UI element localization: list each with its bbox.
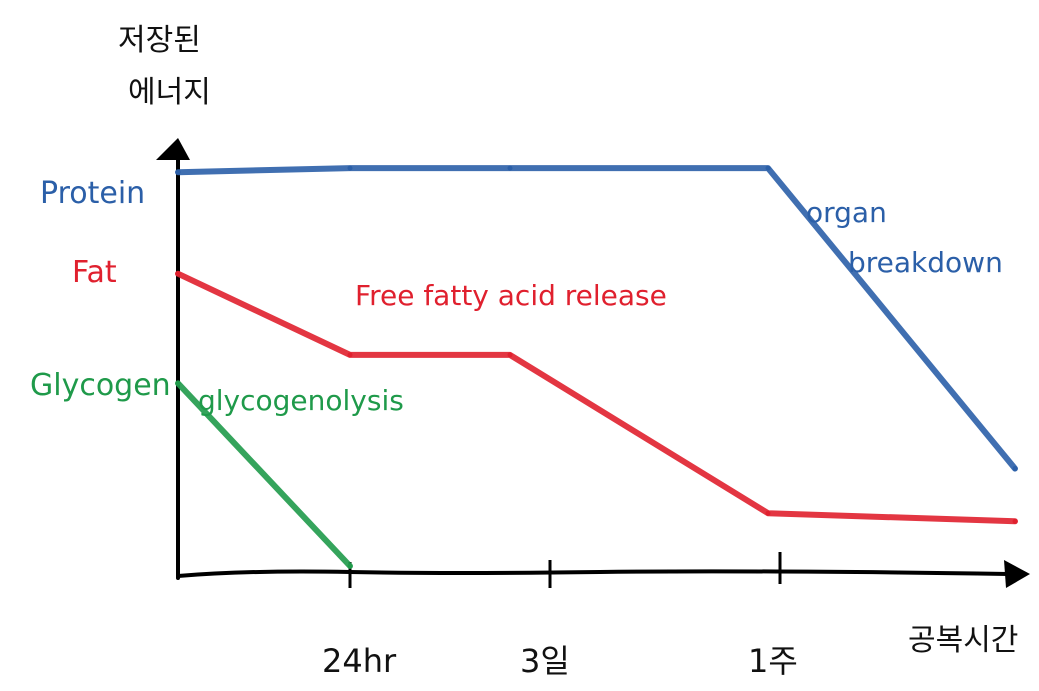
y-axis-label-line1: 저장된 xyxy=(118,23,201,58)
x-axis-label: 공복시간 xyxy=(908,623,1018,658)
annotation-organ: organ xyxy=(806,196,887,229)
annotation-glycogenolysis: glycogenolysis xyxy=(198,384,404,417)
series-line-protein xyxy=(175,165,1018,472)
tick-label-3day: 3일 xyxy=(520,642,570,680)
series-point-fat-4 xyxy=(1012,518,1018,524)
series-point-glycogen-1 xyxy=(347,563,353,569)
y-axis-arrow xyxy=(156,138,190,160)
annotation-free-fatty-acid: Free fatty acid release xyxy=(355,279,667,312)
x-axis-arrow xyxy=(1004,560,1030,588)
annotation-breakdown: breakdown xyxy=(848,246,1003,279)
series-point-protein-1 xyxy=(347,165,353,171)
series-label-fat: Fat xyxy=(72,255,117,290)
series-point-glycogen-0 xyxy=(175,380,181,386)
series-point-protein-3 xyxy=(765,165,771,171)
tick-label-1week: 1주 xyxy=(748,642,798,680)
x-axis xyxy=(176,569,1010,578)
tick-label-24hr: 24hr xyxy=(322,642,397,680)
series-point-protein-4 xyxy=(1012,466,1018,472)
series-line-glycogen xyxy=(175,380,353,569)
series-point-protein-0 xyxy=(175,169,181,175)
series-label-glycogen: Glycogen xyxy=(30,368,171,403)
series-point-protein-2 xyxy=(507,165,513,171)
series-point-fat-1 xyxy=(347,352,353,358)
series-point-fat-3 xyxy=(765,510,771,516)
series-label-protein: Protein xyxy=(40,176,145,211)
series-point-fat-2 xyxy=(507,352,513,358)
x-ticks: 24hr 3일 1주 xyxy=(322,552,798,680)
series-lines xyxy=(175,165,1018,569)
series-point-fat-0 xyxy=(175,271,181,277)
y-axis-label-line2: 에너지 xyxy=(128,75,211,110)
